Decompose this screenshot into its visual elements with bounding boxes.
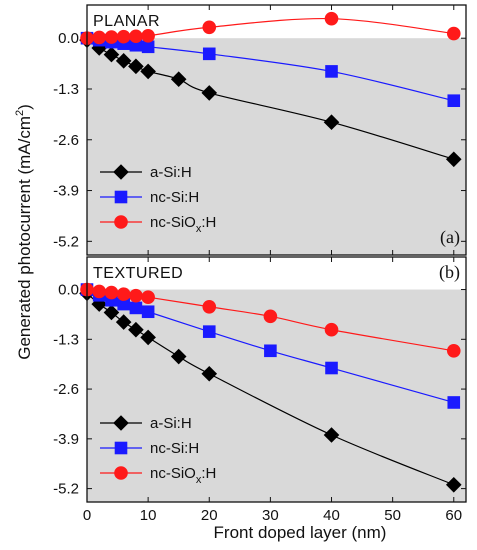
data-point-diamond-planar: [140, 63, 156, 80]
data-point-circle-textured: [116, 287, 131, 301]
data-point-square-textured: [447, 396, 461, 409]
data-point-circle-textured: [202, 299, 217, 314]
x-tick-label: 60: [445, 507, 462, 524]
data-point-diamond-planar: [170, 71, 187, 88]
data-point-circle-textured: [104, 285, 119, 300]
data-point-diamond-planar: [323, 114, 340, 130]
data-point-square-planar: [447, 94, 461, 108]
legend-marker-square-textured: [114, 441, 128, 455]
legend-label-planar: nc-Si:H: [150, 189, 199, 206]
data-point-square-planar: [325, 65, 338, 78]
y-tick-label-planar: -5.2: [53, 233, 79, 250]
data-point-diamond-planar: [128, 58, 144, 75]
data-point-circle-planar: [92, 30, 107, 45]
panel-textured: 0.0 -1.3 -2.6 -3.9 -5.2 TEXTURED (b) a-Si:H nc-S…: [53, 256, 467, 503]
data-point-circle-planar: [129, 29, 143, 44]
data-point-diamond-planar: [115, 53, 132, 69]
legend-label-planar: nc-SiOx:H: [150, 214, 216, 235]
data-point-diamond-planar: [445, 151, 462, 168]
y-tick-label-planar: -2.6: [53, 132, 79, 149]
data-point-diamond-textured: [445, 476, 462, 493]
y-tick-label-planar: -3.9: [53, 183, 79, 200]
data-point-square-textured: [202, 325, 216, 338]
data-point-circle-textured: [92, 284, 107, 299]
data-point-circle-planar: [202, 20, 217, 35]
data-point-diamond-textured: [170, 348, 187, 365]
data-point-square-textured: [117, 297, 130, 311]
data-point-circle-textured: [129, 288, 143, 303]
plot-frame-planar: [86, 4, 467, 256]
data-point-circle-textured: [141, 290, 155, 304]
x-tick-label: 10: [140, 507, 157, 524]
plot-frame-textured: [86, 256, 467, 503]
y-axis-label-superscript: 2: [14, 110, 26, 116]
data-point-circle-planar: [141, 29, 155, 43]
data-point-circle-textured: [263, 309, 278, 324]
legend-label-textured: a-Si:H: [150, 415, 192, 432]
data-point-diamond-textured: [115, 314, 132, 330]
data-point-square-planar: [141, 40, 155, 54]
x-tick-label: 30: [262, 507, 279, 524]
data-point-square-textured: [325, 361, 338, 375]
y-tick-label-planar: 0.0: [58, 30, 79, 47]
x-axis-label: Front doped layer (nm): [214, 523, 387, 542]
data-point-circle-planar: [116, 29, 131, 44]
y-tick-label-textured: -5.2: [53, 481, 79, 498]
legend-marker-circle-textured: [114, 466, 128, 480]
x-tick-label: 40: [323, 507, 340, 524]
data-point-circle-textured: [324, 322, 339, 337]
panel-tag-textured: (b): [439, 262, 460, 283]
data-point-diamond-planar: [91, 40, 108, 56]
legend-label-planar: a-Si:H: [150, 164, 192, 181]
data-point-square-textured: [264, 344, 277, 358]
data-point-diamond-textured: [323, 427, 340, 443]
negative-region-shading-textured: [87, 289, 466, 502]
data-point-square-planar: [202, 47, 216, 61]
y-tick-label-textured: -1.3: [53, 331, 79, 348]
data-point-circle-planar: [324, 11, 339, 26]
y-tick-label-planar: -1.3: [53, 81, 79, 98]
x-tick-label: 20: [201, 507, 218, 524]
x-tick-labels: 0 10 20 30 40 50 60: [83, 507, 462, 524]
legend-label-textured: nc-Si:H: [150, 440, 199, 457]
x-tick-label: 50: [384, 507, 401, 524]
data-point-circle-planar: [446, 26, 461, 41]
data-point-diamond-textured: [140, 329, 156, 346]
y-tick-label-textured: -2.6: [53, 381, 79, 398]
legend-marker-diamond-textured: [113, 415, 129, 431]
panel-title-planar: PLANAR: [93, 13, 160, 30]
data-point-diamond-textured: [103, 304, 120, 321]
panel-tag-planar: (a): [440, 227, 460, 248]
data-point-diamond-textured: [128, 321, 144, 338]
panel-planar: 0.0 -1.3 -2.6 -3.9 -5.2 PLANAR (a) a-Si:H nc-Si:…: [53, 4, 467, 256]
data-point-diamond-planar: [201, 85, 218, 101]
y-axis-label-close: ): [15, 104, 34, 110]
y-tick-label-textured: -3.9: [53, 431, 79, 448]
data-point-circle-textured: [446, 343, 461, 358]
x-tick-label: 0: [83, 507, 91, 524]
data-point-diamond-textured: [201, 365, 218, 382]
y-axis-label-main: Generated photocurrent (mA/cm: [15, 116, 34, 360]
data-point-square-textured: [141, 305, 155, 319]
legend-marker-circle-planar: [114, 215, 128, 229]
legend-marker-square-planar: [114, 190, 128, 204]
y-axis-label: Generated photocurrent (mA/cm2): [14, 104, 34, 360]
legend-marker-diamond-planar: [113, 164, 129, 180]
data-point-circle-planar: [104, 30, 119, 44]
data-point-diamond-planar: [103, 46, 120, 63]
legend-label-textured: nc-SiOx:H: [150, 465, 216, 486]
panel-title-textured: TEXTURED: [93, 265, 183, 282]
data-point-square-textured: [129, 301, 143, 315]
y-tick-label-textured: 0.0: [58, 282, 79, 299]
